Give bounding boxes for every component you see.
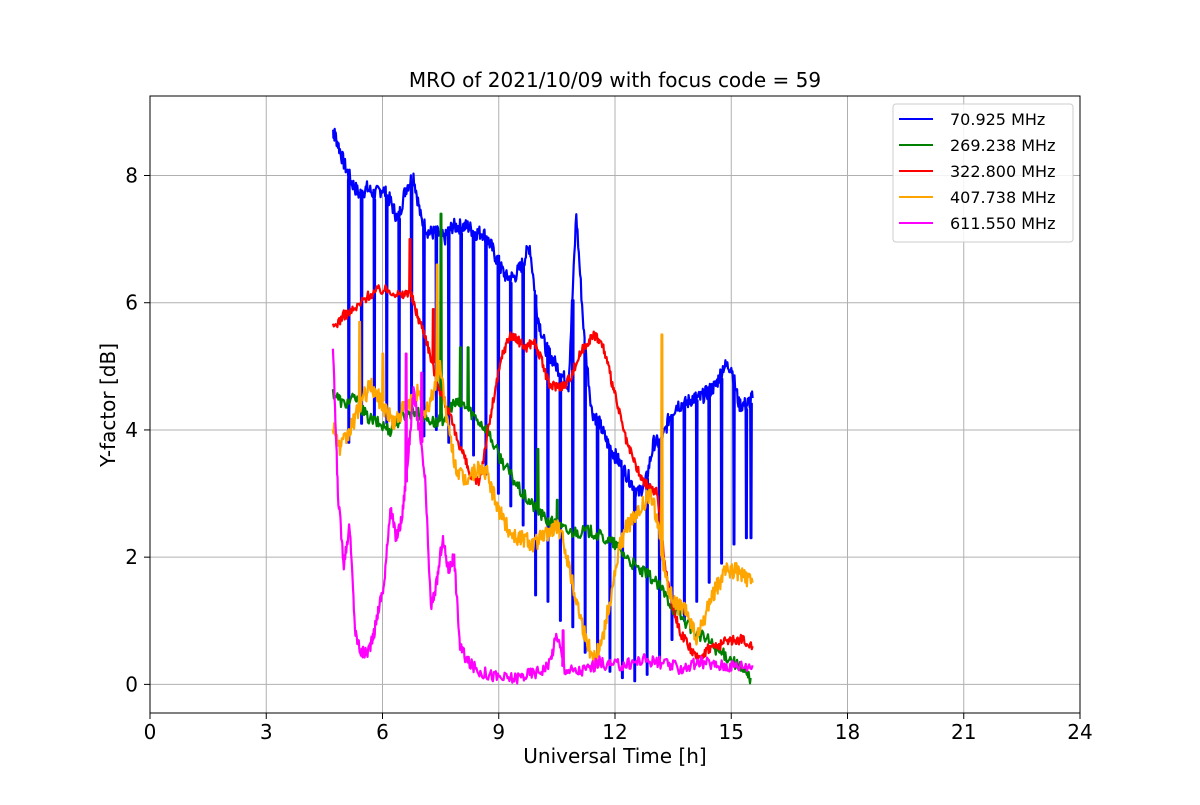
y-tick-label: 4 [125, 418, 138, 442]
y-tick-label: 0 [125, 672, 138, 696]
y-axis-ticks: 0 2 4 6 8 [125, 164, 150, 696]
chart-title: MRO of 2021/10/09 with focus code = 59 [409, 68, 821, 92]
x-tick-label: 24 [1067, 720, 1092, 744]
x-tick-label: 3 [260, 720, 273, 744]
series-line-2 [331, 238, 754, 661]
series-layer [331, 127, 754, 685]
series-line-4 [331, 348, 754, 685]
legend: 70.925 MHz 269.238 MHz 322.800 MHz 407.738 … [892, 103, 1074, 243]
y-tick-label: 6 [125, 291, 138, 315]
x-tick-label: 21 [951, 720, 976, 744]
x-tick-label: 15 [719, 720, 744, 744]
x-tick-label: 18 [835, 720, 860, 744]
legend-label-0: 70.925 MHz [950, 110, 1045, 129]
x-tick-label: 9 [492, 720, 505, 744]
x-tick-label: 0 [144, 720, 157, 744]
x-axis-ticks: 0 3 6 9 12 15 18 21 24 [144, 713, 1093, 744]
y-tick-label: 2 [125, 545, 138, 569]
x-tick-label: 12 [602, 720, 627, 744]
y-tick-label: 8 [125, 164, 138, 188]
legend-box [892, 103, 1074, 243]
legend-label-2: 322.800 MHz [950, 162, 1055, 181]
series-line-0 [331, 127, 754, 683]
x-tick-label: 6 [376, 720, 389, 744]
legend-label-4: 611.550 MHz [950, 214, 1055, 233]
x-axis-label: Universal Time [h] [523, 744, 706, 768]
legend-label-1: 269.238 MHz [950, 136, 1055, 155]
series-line-3 [331, 263, 754, 669]
legend-label-3: 407.738 MHz [950, 188, 1055, 207]
y-axis-label: Y-factor [dB] [96, 343, 120, 468]
